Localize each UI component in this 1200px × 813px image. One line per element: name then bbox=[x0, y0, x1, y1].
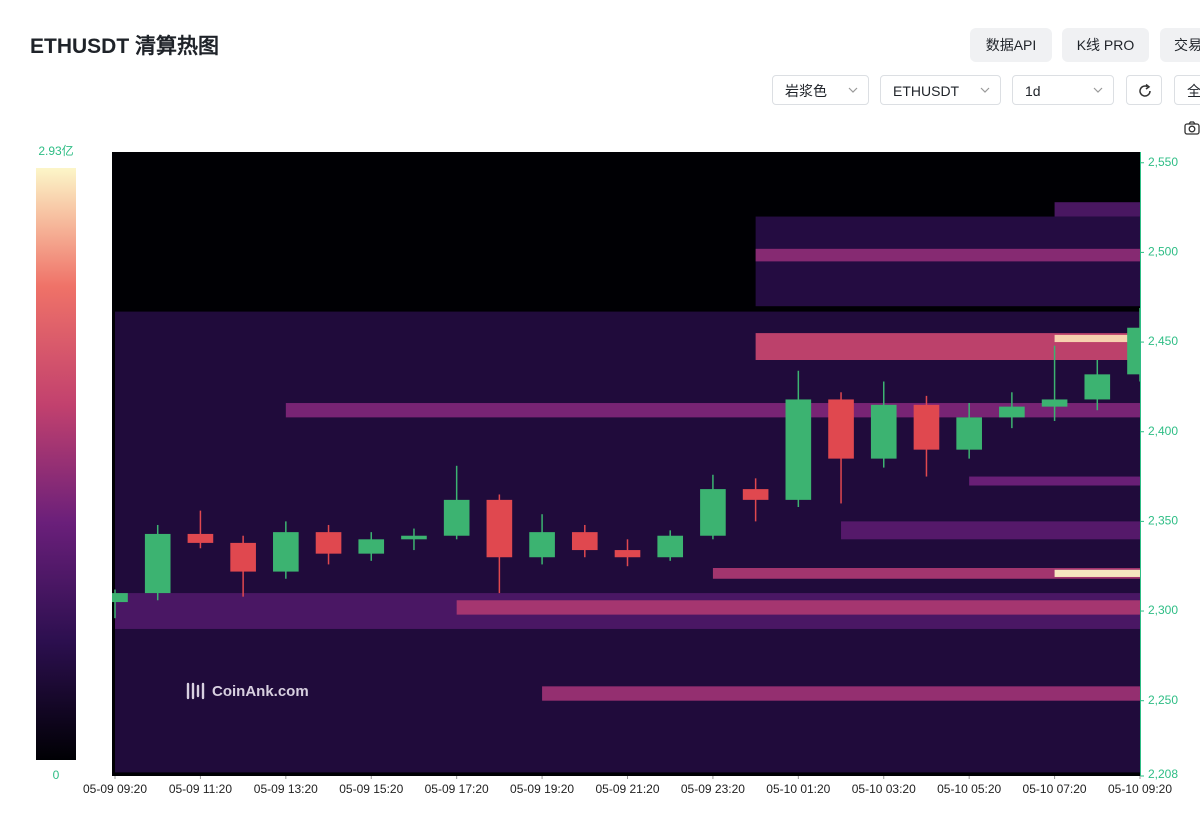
api-button[interactable]: 数据API bbox=[970, 28, 1052, 62]
candle-body bbox=[529, 532, 555, 558]
chart: CoinAnk.com 2,550 2,500 2,450 2,400 2,350 2,30… bbox=[36, 143, 1178, 796]
refresh-button[interactable] bbox=[1126, 75, 1162, 105]
y-tick-label: 2,250 bbox=[1148, 693, 1178, 707]
x-tick-label: 05-09 17:20 bbox=[425, 782, 489, 796]
page-title: ETHUSDT 清算热图 bbox=[30, 35, 219, 58]
candle-body bbox=[700, 489, 726, 536]
select-value: 岩浆色 bbox=[785, 83, 827, 99]
liquidation-band bbox=[1054, 202, 1140, 217]
x-tick-label: 05-10 07:20 bbox=[1023, 782, 1087, 796]
candle-body bbox=[571, 532, 598, 551]
y-tick-label: 2,400 bbox=[1148, 424, 1178, 438]
candle-body bbox=[785, 399, 812, 500]
kline-button[interactable]: K线 PRO bbox=[1062, 28, 1149, 62]
liquidation-band bbox=[969, 476, 1140, 486]
trade-button[interactable]: 交易 bbox=[1160, 28, 1200, 62]
liquidation-band bbox=[542, 686, 1140, 701]
candle-body bbox=[443, 499, 470, 536]
select-value: 1d bbox=[1025, 83, 1041, 99]
x-tick-label: 05-10 03:20 bbox=[852, 782, 916, 796]
liquidation-band bbox=[841, 521, 1140, 540]
liquidation-band bbox=[456, 600, 1141, 615]
candle-body bbox=[315, 532, 342, 554]
y-tick-label: 2,350 bbox=[1148, 514, 1178, 528]
x-tick-label: 05-09 09:20 bbox=[83, 782, 147, 796]
chevron bbox=[1093, 87, 1103, 93]
interval-select[interactable]: 1d bbox=[1012, 75, 1114, 105]
x-tick-label: 05-09 11:20 bbox=[169, 782, 232, 796]
chevron bbox=[980, 87, 990, 93]
candle-body bbox=[657, 535, 684, 558]
y-tick-label: 2,550 bbox=[1148, 155, 1178, 169]
x-tick-label: 05-09 21:20 bbox=[595, 782, 659, 796]
candle-body bbox=[187, 533, 214, 543]
chevron bbox=[848, 87, 858, 93]
x-tick-label: 05-10 01:20 bbox=[766, 782, 830, 796]
candle-body bbox=[1084, 374, 1111, 400]
liquidation-band bbox=[755, 248, 1140, 262]
symbol-select[interactable]: ETHUSDT bbox=[880, 75, 1001, 105]
y-tick-label: 2,208 bbox=[1148, 767, 1178, 781]
candle-body bbox=[230, 542, 256, 572]
watermark-logo bbox=[186, 682, 205, 700]
liquidation-band bbox=[1054, 569, 1140, 577]
fullscreen-button[interactable]: 全 bbox=[1174, 75, 1200, 105]
y-tick-label: 2,300 bbox=[1148, 603, 1178, 617]
colorbar-label: 2.93亿 bbox=[38, 143, 73, 158]
candle-body bbox=[144, 533, 171, 594]
candle-body bbox=[614, 550, 641, 558]
candle-body bbox=[742, 489, 769, 500]
x-tick-label: 05-09 15:20 bbox=[339, 782, 403, 796]
candle-body bbox=[1127, 327, 1140, 375]
select-value: ETHUSDT bbox=[893, 83, 960, 99]
liquidation-band bbox=[712, 568, 1140, 579]
candle-body bbox=[1041, 399, 1068, 407]
candle-body bbox=[358, 539, 385, 554]
colorbar bbox=[36, 168, 76, 760]
candle-body bbox=[112, 593, 128, 603]
colorbar-label: 0 bbox=[53, 768, 60, 782]
candle-body bbox=[401, 535, 427, 540]
candle-body bbox=[828, 399, 854, 459]
watermark: CoinAnk.com bbox=[212, 683, 309, 700]
candle-body bbox=[486, 499, 513, 558]
x-tick-label: 05-09 23:20 bbox=[681, 782, 745, 796]
candle-body bbox=[999, 406, 1025, 418]
x-tick-label: 05-10 09:20 bbox=[1108, 782, 1172, 796]
liquidation-band bbox=[755, 216, 1140, 307]
color-select[interactable]: 岩浆色 bbox=[772, 75, 869, 105]
x-tick-label: 05-09 13:20 bbox=[254, 782, 318, 796]
y-tick-label: 2,450 bbox=[1148, 334, 1178, 348]
x-tick-label: 05-09 19:20 bbox=[510, 782, 574, 796]
x-tick-label: 05-10 05:20 bbox=[937, 782, 1001, 796]
candle-body bbox=[913, 404, 940, 450]
candle-body bbox=[956, 417, 982, 450]
candle-body bbox=[870, 404, 897, 459]
camera-icon[interactable] bbox=[1184, 121, 1200, 135]
liquidation-band bbox=[1054, 334, 1140, 343]
refresh-icon bbox=[1139, 83, 1151, 97]
y-tick-label: 2,500 bbox=[1148, 245, 1178, 259]
candle-body bbox=[273, 532, 299, 572]
